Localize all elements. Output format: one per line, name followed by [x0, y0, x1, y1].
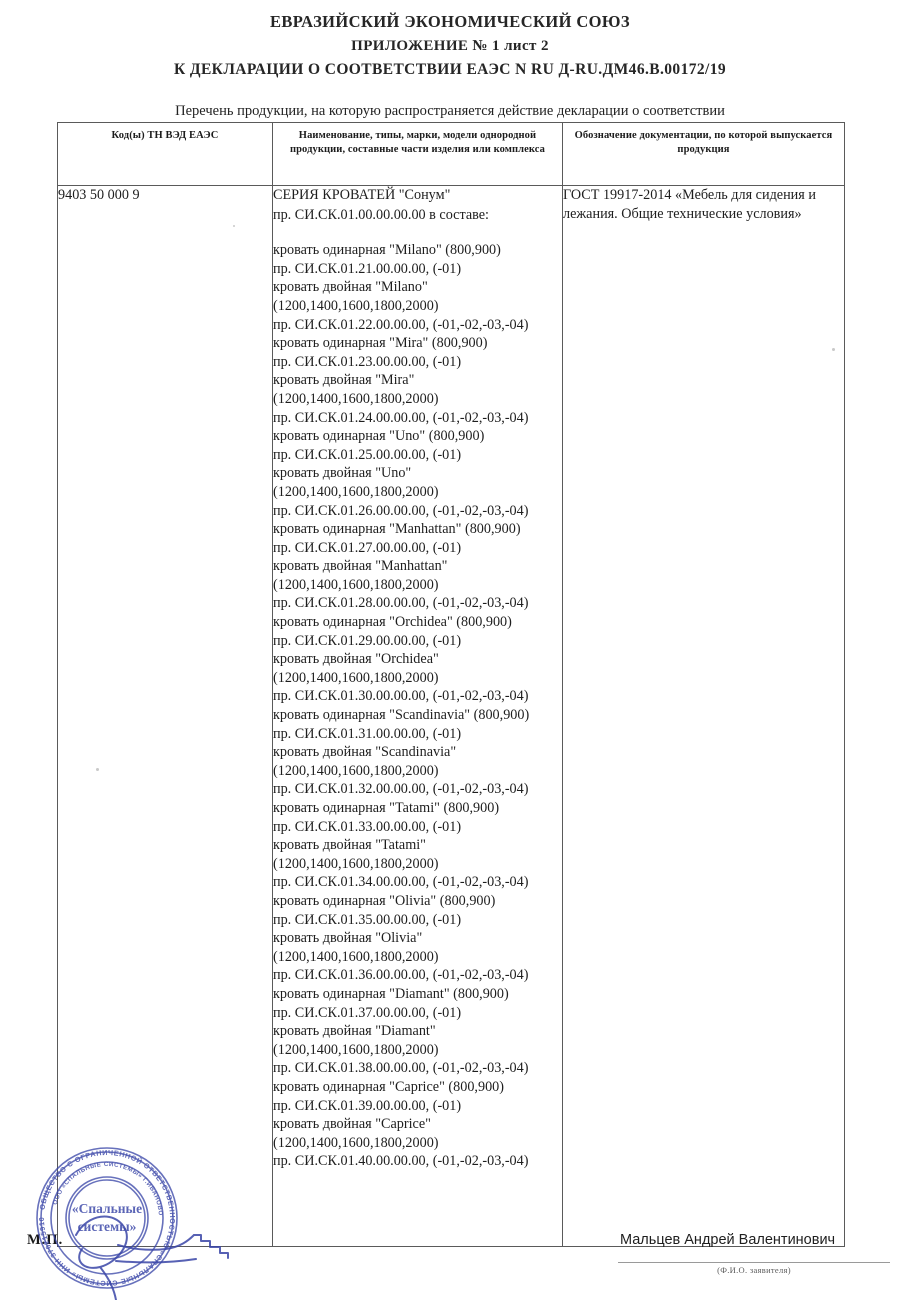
product-item-line: пр. СИ.СК.01.30.00.00.00, (-01,-02,-03,-…	[273, 688, 529, 705]
scan-speck	[832, 348, 835, 351]
product-item-line: (1200,1400,1600,1800,2000)	[273, 1041, 439, 1058]
product-item-line: пр. СИ.СК.01.31.00.00.00, (-01)	[273, 725, 462, 742]
product-item-line: (1200,1400,1600,1800,2000)	[273, 297, 439, 314]
product-item-line: кровать двойная "Mira"	[273, 372, 415, 389]
product-item-line: (1200,1400,1600,1800,2000)	[273, 1134, 439, 1151]
table-caption: Перечень продукции, на которую распростр…	[175, 103, 725, 119]
cell-standard-reference: ГОСТ 19917-2014 «Мебель для сидения и ле…	[562, 185, 845, 1247]
product-item-line: кровать одинарная "Scandinavia" (800,900…	[273, 707, 530, 724]
column-header-code: Код(ы) ТН ВЭД ЕАЭС	[57, 122, 273, 186]
product-item-line: пр. СИ.СК.01.34.00.00.00, (-01,-02,-03,-…	[273, 874, 529, 891]
series-title: СЕРИЯ КРОВАТЕЙ "Сонум"	[273, 187, 451, 203]
product-item-line: кровать двойная "Uno"	[273, 465, 412, 482]
product-item-line: кровать двойная "Orchidea"	[273, 651, 439, 668]
product-table: Код(ы) ТН ВЭД ЕАЭС Наименование, типы, м…	[57, 122, 845, 1247]
product-item-line: пр. СИ.СК.01.37.00.00.00, (-01)	[273, 1004, 462, 1021]
series-subtitle: пр. СИ.СК.01.00.00.00.00 в составе:	[273, 206, 489, 223]
product-item-line: кровать двойная "Milano"	[273, 279, 428, 296]
product-item-line: кровать двойная "Scandinavia"	[273, 744, 457, 761]
product-item-line: (1200,1400,1600,1800,2000)	[273, 669, 439, 686]
product-item-line: кровать двойная "Diamant"	[273, 1023, 436, 1040]
table-row: 9403 50 000 9 СЕРИЯ КРОВАТЕЙ "Сонум" пр.…	[57, 185, 845, 1247]
product-item-line: кровать одинарная "Mira" (800,900)	[273, 335, 488, 352]
product-item-line: пр. СИ.СК.01.35.00.00.00, (-01)	[273, 911, 462, 928]
product-item-line: кровать одинарная "Orchidea" (800,900)	[273, 614, 512, 631]
product-item-line: кровать двойная "Olivia"	[273, 930, 423, 947]
table-header-row: Код(ы) ТН ВЭД ЕАЭС Наименование, типы, м…	[57, 122, 845, 186]
product-item-line: (1200,1400,1600,1800,2000)	[273, 483, 439, 500]
mp-label: М.П.	[27, 1232, 64, 1248]
product-item-line: кровать одинарная "Diamant" (800,900)	[273, 985, 509, 1002]
product-item-line: кровать одинарная "Caprice" (800,900)	[273, 1078, 504, 1095]
product-item-line: пр. СИ.СК.01.25.00.00.00, (-01)	[273, 446, 462, 463]
product-item-line: пр. СИ.СК.01.27.00.00.00, (-01)	[273, 539, 462, 556]
product-item-line: кровать одинарная "Tatami" (800,900)	[273, 800, 500, 816]
product-item-line: (1200,1400,1600,1800,2000)	[273, 762, 439, 779]
product-item-line: пр. СИ.СК.01.33.00.00.00, (-01)	[273, 818, 462, 835]
scan-speck	[233, 225, 235, 227]
signature-caption: (Ф.И.О. заявителя)	[717, 1265, 791, 1275]
applicant-name: Мальцев Андрей Валентинович	[620, 1232, 836, 1248]
product-item-line: пр. СИ.СК.01.39.00.00.00, (-01)	[273, 1097, 462, 1114]
header-line-declaration: К ДЕКЛАРАЦИИ О СООТВЕТСТВИИ ЕАЭС N RU Д-…	[173, 61, 727, 78]
column-header-name: Наименование, типы, марки, модели одноро…	[272, 122, 563, 186]
product-item-line: кровать двойная "Tatami"	[273, 837, 426, 854]
document-header: ЕВРАЗИЙСКИЙ ЭКОНОМИЧЕСКИЙ СОЮЗ ПРИЛОЖЕНИ…	[0, 10, 900, 82]
header-line-eaeu: ЕВРАЗИЙСКИЙ ЭКОНОМИЧЕСКИЙ СОЮЗ	[269, 12, 630, 31]
product-item-line: (1200,1400,1600,1800,2000)	[273, 390, 439, 407]
product-item-line: пр. СИ.СК.01.38.00.00.00, (-01,-02,-03,-…	[273, 1060, 529, 1077]
product-item-line: кровать двойная "Manhattan"	[273, 558, 448, 575]
product-item-line: (1200,1400,1600,1800,2000)	[273, 948, 439, 965]
product-item-list: кровать одинарная "Milano" (800,900) пр. …	[273, 241, 562, 1171]
product-item-line: кровать одинарная "Milano" (800,900)	[273, 242, 501, 259]
product-item-line: кровать одинарная "Olivia" (800,900)	[273, 892, 496, 909]
product-item-line: пр. СИ.СК.01.21.00.00.00, (-01)	[273, 260, 462, 277]
product-item-line: пр. СИ.СК.01.22.00.00.00, (-01,-02,-03,-…	[273, 316, 529, 333]
product-item-line: пр. СИ.СК.01.23.00.00.00, (-01)	[273, 353, 462, 370]
product-item-line: кровать одинарная "Uno" (800,900)	[273, 428, 485, 445]
product-item-line: (1200,1400,1600,1800,2000)	[273, 576, 439, 593]
product-item-line: пр. СИ.СК.01.24.00.00.00, (-01,-02,-03,-…	[273, 409, 529, 426]
product-item-line: пр. СИ.СК.01.36.00.00.00, (-01,-02,-03,-…	[273, 967, 529, 984]
product-item-line: пр. СИ.СК.01.28.00.00.00, (-01,-02,-03,-…	[273, 595, 529, 612]
series-spacer	[273, 225, 562, 241]
product-item-line: пр. СИ.СК.01.29.00.00.00, (-01)	[273, 632, 462, 649]
signature-rule	[618, 1262, 890, 1263]
column-header-doc: Обозначение документации, по которой вып…	[562, 122, 845, 186]
product-item-line: (1200,1400,1600,1800,2000)	[273, 855, 439, 872]
product-item-line: пр. СИ.СК.01.32.00.00.00, (-01,-02,-03,-…	[273, 781, 529, 798]
product-item-line: пр. СИ.СК.01.26.00.00.00, (-01,-02,-03,-…	[273, 502, 529, 519]
header-line-appendix: ПРИЛОЖЕНИЕ № 1 лист 2	[351, 38, 549, 54]
cell-product-names: СЕРИЯ КРОВАТЕЙ "Сонум" пр. СИ.СК.01.00.0…	[272, 185, 563, 1247]
product-item-line: пр. СИ.СК.01.40.00.00.00, (-01,-02,-03,-…	[273, 1153, 529, 1170]
scan-speck	[96, 768, 99, 771]
product-item-line: кровать двойная "Caprice"	[273, 1116, 431, 1133]
product-item-line: кровать одинарная "Manhattan" (800,900)	[273, 521, 521, 538]
cell-tnved-code: 9403 50 000 9	[57, 185, 273, 1247]
